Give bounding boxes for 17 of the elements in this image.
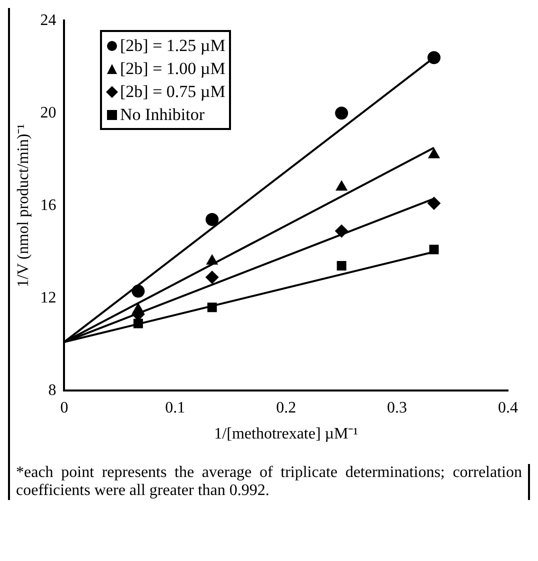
y-tick-label: 8 xyxy=(48,382,56,399)
y-axis-title: 1/V (nmol product/min)⁻¹ xyxy=(14,124,32,288)
y-tick-label: 16 xyxy=(40,196,56,214)
legend-label: [2b] = 0.75 µM xyxy=(120,81,226,103)
y-tick-label: 20 xyxy=(40,104,56,122)
legend-label: No Inhibitor xyxy=(120,104,205,126)
legend-label: [2b] = 1.00 µM xyxy=(120,58,226,80)
x-tick-label: 0.4 xyxy=(498,399,518,416)
y-tick-label: 12 xyxy=(40,289,56,306)
x-tick-label: 0.3 xyxy=(387,399,408,416)
x-tick-label: 0 xyxy=(60,399,68,416)
x-axis-title: 1/[methotrexate] µM⁻¹ xyxy=(214,426,358,443)
x-tick-label: 0.2 xyxy=(276,399,296,416)
legend-label: [2b] = 1.25 µM xyxy=(120,35,226,57)
text: *each point represents the average of triplicate determinations; correlation coefficients were all greater than 0.992. xyxy=(10,464,530,500)
y-tick-label: 24 xyxy=(40,12,56,29)
x-tick-label: 0.1 xyxy=(165,399,186,416)
